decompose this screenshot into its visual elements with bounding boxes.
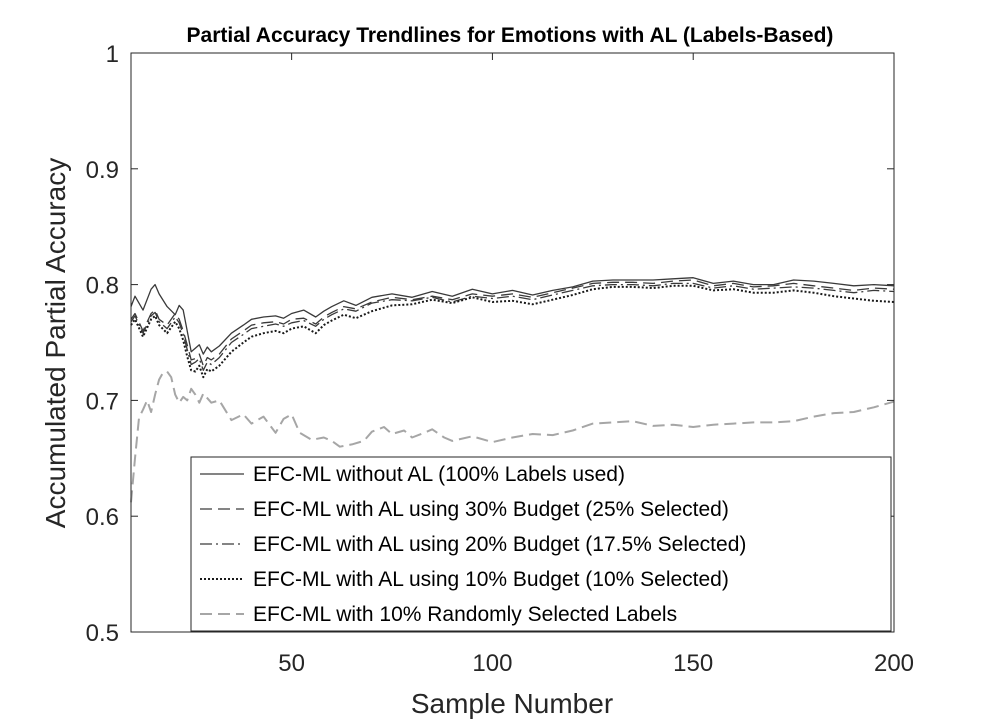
x-tick-label: 150 — [673, 650, 713, 677]
y-tick-label: 0.6 — [86, 504, 119, 531]
series-line-5 — [130, 370, 895, 503]
tick-layer: 50 100 150 200 0.5 0.6 0.7 0.8 0.9 1 — [86, 41, 914, 677]
y-axis-label: Accumulated Partial Accuracy — [40, 158, 71, 528]
legend-items: EFC-ML without AL (100% Labels used) EFC-… — [200, 463, 746, 626]
legend-label-1: EFC-ML without AL (100% Labels used) — [253, 463, 625, 486]
series-line-4 — [130, 284, 895, 379]
x-tick-label: 100 — [472, 650, 512, 677]
x-tick-label: 50 — [278, 650, 305, 677]
series-line-2 — [130, 279, 895, 367]
series-line-3 — [130, 282, 895, 371]
series-line-1 — [130, 277, 895, 355]
legend-box — [190, 456, 892, 632]
legend: EFC-ML without AL (100% Labels used) EFC-… — [190, 456, 892, 632]
legend-label-2: EFC-ML with AL using 30% Budget (25% Sel… — [253, 498, 729, 521]
x-axis-label: Sample Number — [411, 688, 613, 719]
y-tick-label: 1 — [106, 41, 119, 68]
legend-label-5: EFC-ML with 10% Randomly Selected Labels — [253, 603, 677, 626]
series-layer — [130, 277, 895, 503]
chart-title: Partial Accuracy Trendlines for Emotions… — [187, 24, 834, 47]
y-tick-label: 0.7 — [86, 388, 119, 415]
y-tick-label: 0.5 — [86, 620, 119, 647]
x-tick-label: 200 — [874, 650, 914, 677]
legend-label-3: EFC-ML with AL using 20% Budget (17.5% S… — [253, 533, 746, 556]
legend-label-4: EFC-ML with AL using 10% Budget (10% Sel… — [253, 568, 729, 591]
y-tick-label: 0.8 — [86, 273, 119, 300]
y-tick-label: 0.9 — [86, 157, 119, 184]
plot-frame — [130, 52, 895, 633]
